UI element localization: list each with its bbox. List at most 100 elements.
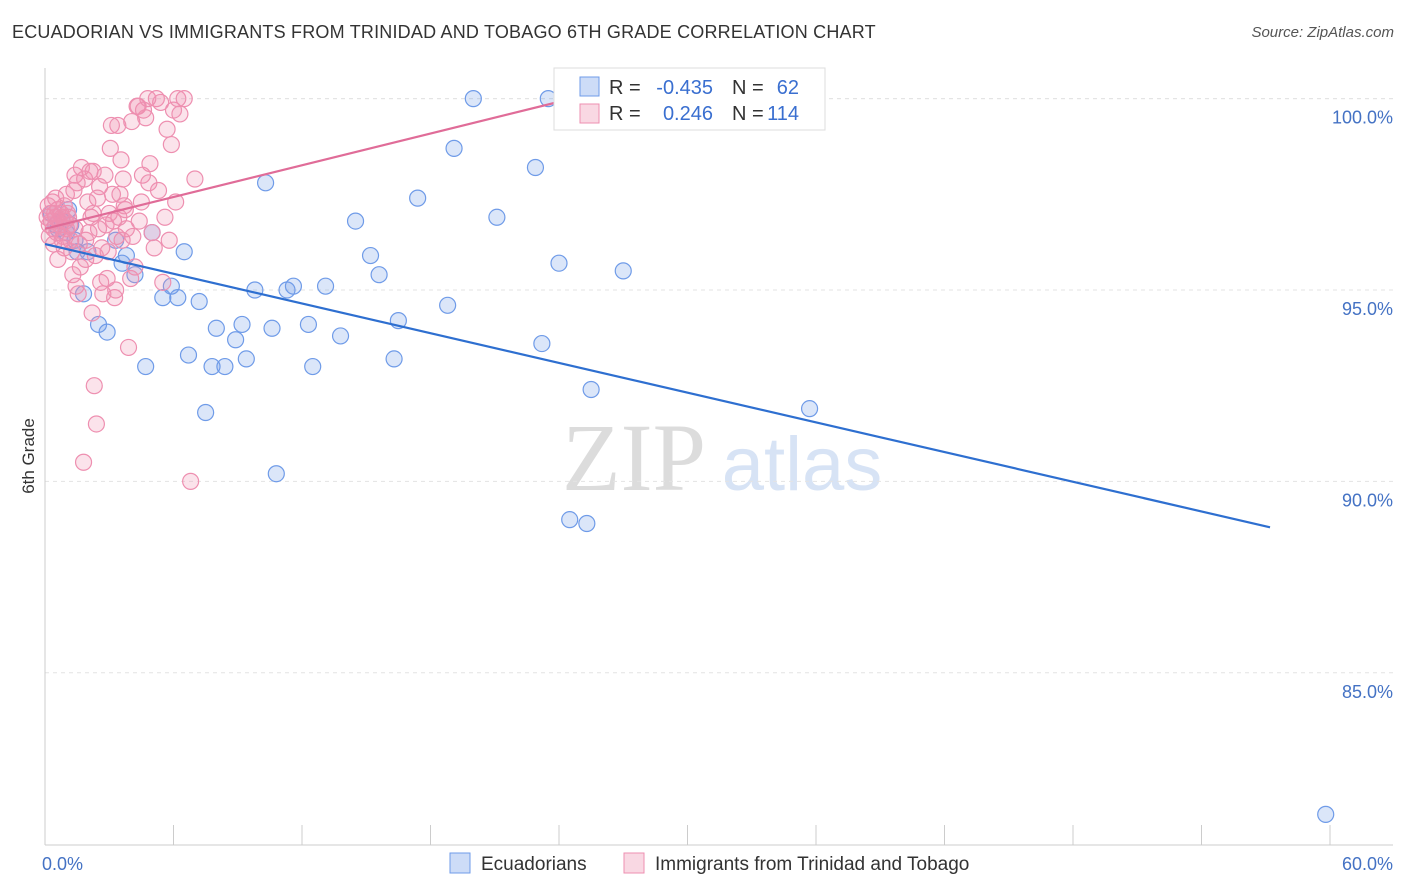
point-1-48 [98,269,116,288]
point-1-58 [114,170,132,188]
series-trinidad-points [38,90,204,490]
point-1-63 [124,227,142,246]
point-1-96 [129,97,147,115]
point-0-14 [137,357,155,376]
trend-line-0 [44,242,1271,529]
axes [44,68,1393,846]
point-0-29 [246,281,264,299]
point-1-111 [93,239,111,257]
point-1-92 [106,289,124,307]
point-0-25 [216,357,234,376]
series-legend-label-trinidad: Immigrants from Trinidad and Tobago [655,854,969,875]
point-0-40 [361,246,380,265]
y-tick-label-90: 90.0% [1342,490,1393,510]
legend-n-value-1: 62 [777,77,799,99]
point-1-77 [158,120,176,138]
point-1-75 [154,273,172,291]
point-1-113 [112,151,130,169]
stats-legend: R = -0.435 N = 62 R = 0.246 N = 114 [553,67,826,131]
point-1-100 [152,93,170,112]
legend-n-label-1: N = [732,77,764,99]
point-1-72 [143,223,161,242]
series-legend-swatch-trinidad [623,852,645,874]
point-0-46 [445,139,463,157]
point-1-98 [140,174,158,192]
point-0-22 [197,403,215,422]
point-0-27 [233,315,251,334]
point-0-41 [370,266,388,284]
point-0-48 [488,208,506,226]
point-0-57 [800,400,819,418]
point-1-103 [171,105,189,123]
point-0-56 [614,262,632,280]
x-tick-label-max: 60.0% [1342,854,1393,874]
point-1-99 [145,239,163,257]
x-ticks [44,825,1331,845]
legend-n-label-2: N = [732,103,764,125]
x-tick-label-min: 0.0% [42,854,83,874]
point-1-50 [101,139,119,157]
point-1-105 [47,189,65,207]
point-1-67 [132,193,150,211]
point-0-44 [409,189,427,207]
legend-r-label-1: R = [609,77,641,99]
point-0-37 [316,277,335,295]
point-0-45 [439,296,457,314]
legend-r-label-2: R = [609,103,641,125]
point-0-28 [237,350,255,368]
point-0-24 [207,319,225,337]
point-1-28 [69,285,87,303]
point-0-32 [267,465,285,483]
point-0-47 [464,90,482,108]
point-0-42 [385,350,403,368]
point-1-88 [71,258,89,276]
point-0-18 [169,289,187,307]
point-0-54 [578,514,596,533]
watermark-zip: ZIP [562,404,706,511]
y-tick-labels: 85.0% 90.0% 95.0% 100.0% [1332,108,1393,702]
source-label: Source: ZipAtlas.com [1251,24,1394,41]
legend-r-value-2: 0.246 [663,103,713,125]
point-1-107 [57,185,76,203]
point-0-49 [526,158,545,177]
series-legend-swatch-ecuadorians [449,852,471,874]
point-1-39 [85,377,103,395]
y-tick-label-95: 95.0% [1342,299,1393,319]
point-1-78 [160,231,178,249]
point-1-109 [77,231,95,249]
point-0-58 [1317,805,1335,823]
chart-title: ECUADORIAN VS IMMIGRANTS FROM TRINIDAD A… [12,22,876,42]
point-1-95 [123,112,141,131]
point-1-83 [186,170,204,188]
point-1-31 [74,453,93,471]
point-0-50 [533,334,551,353]
point-0-35 [299,315,318,334]
series-legend-label-ecuadorians: Ecuadorians [481,854,587,875]
point-1-110 [84,162,102,180]
trend-line-1 [44,97,573,230]
point-0-26 [227,331,245,349]
point-0-16 [154,289,172,307]
point-0-38 [331,327,350,345]
point-1-66 [130,212,148,230]
point-0-9 [98,323,116,341]
point-1-76 [156,208,174,226]
point-0-23 [203,357,221,376]
trend-lines [44,97,1271,529]
point-0-52 [550,254,568,272]
point-1-37 [83,304,101,322]
point-0-31 [263,319,281,337]
point-0-19 [175,243,193,261]
watermark-atlas: atlas [722,422,883,507]
point-1-112 [103,185,122,203]
point-1-55 [109,116,127,135]
point-0-55 [582,380,600,399]
point-0-36 [304,357,322,376]
point-0-20 [179,346,198,364]
legend-r-value-1: -0.435 [656,77,713,99]
y-tick-label-85: 85.0% [1342,682,1393,702]
y-axis-label: 6th Grade [19,418,38,494]
point-1-51 [102,116,120,135]
point-1-61 [119,338,138,357]
